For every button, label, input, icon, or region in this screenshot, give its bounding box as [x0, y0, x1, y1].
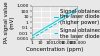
Legend: Signal obtained with
the laser diode
(higher power), Signal obtained with
the la: Signal obtained with the laser diode (hi…	[53, 8, 100, 39]
Y-axis label: PA signal value
(mV): PA signal value (mV)	[4, 1, 15, 43]
X-axis label: Concentration (ppm): Concentration (ppm)	[26, 47, 83, 52]
